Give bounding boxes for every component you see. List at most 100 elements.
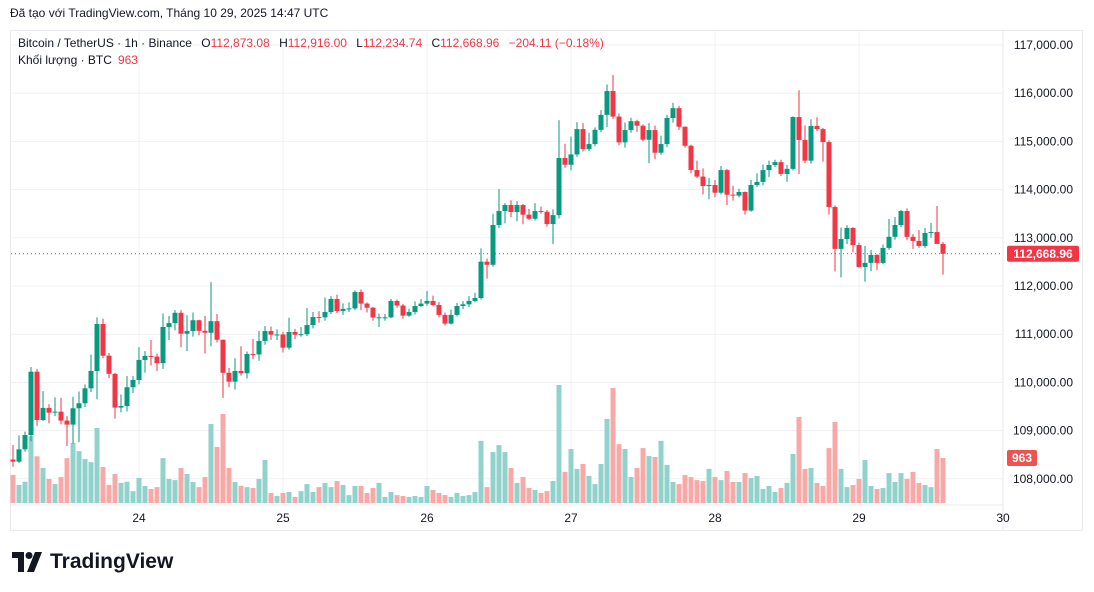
candle-body — [376, 317, 382, 319]
candle-body — [562, 158, 568, 165]
tradingview-logo-icon — [12, 552, 42, 572]
volume-bar — [616, 444, 622, 503]
candle-body — [28, 371, 34, 436]
volume-bar — [628, 477, 634, 503]
volume-bar — [346, 495, 352, 503]
candle-body — [82, 388, 88, 404]
candle-body — [874, 254, 880, 263]
volume-bar — [556, 385, 562, 503]
candle-body — [802, 139, 808, 161]
candle-body — [16, 449, 22, 462]
candle-body — [580, 129, 586, 150]
time-tick-label: 30 — [996, 511, 1010, 525]
volume-bar — [490, 452, 496, 503]
volume-bar — [382, 496, 388, 503]
volume-title[interactable]: Khối lượng · BTC — [18, 53, 112, 67]
volume-bar — [532, 489, 538, 503]
candle-body — [76, 403, 82, 409]
candle-body — [730, 194, 736, 196]
logo-text: TradingView — [50, 550, 174, 573]
volume-bar — [790, 453, 796, 503]
volume-bar — [334, 481, 340, 503]
volume-bar — [820, 485, 826, 503]
volume-bar — [394, 495, 400, 503]
time-tick-label: 28 — [708, 511, 722, 525]
candle-body — [484, 261, 490, 265]
volume-bar — [220, 413, 226, 503]
candle-body — [544, 211, 550, 225]
volume-bar — [694, 480, 700, 503]
candle-body — [934, 232, 940, 244]
symbol-title[interactable]: Bitcoin / TetherUS · 1h · Binance — [18, 36, 192, 50]
volume-bar — [268, 492, 274, 503]
candle-body — [244, 353, 250, 374]
candle-body — [718, 170, 724, 193]
volume-bar — [670, 481, 676, 503]
volume-bar — [838, 468, 844, 503]
volume-bar — [400, 495, 406, 503]
candle-body — [676, 108, 682, 127]
candle-body — [118, 406, 124, 408]
candle-body — [406, 312, 412, 316]
candle-body — [220, 339, 226, 373]
candle-body — [136, 359, 142, 380]
candle-body — [64, 420, 70, 425]
volume-bar — [130, 491, 136, 503]
candle-body — [916, 240, 922, 246]
candle-body — [418, 303, 424, 307]
candle-body — [904, 211, 910, 237]
volume-bar — [226, 467, 232, 503]
volume-bar — [484, 487, 490, 503]
volume-bar — [64, 458, 70, 503]
volume-bar — [136, 478, 142, 503]
candle-body — [688, 145, 694, 171]
volume-bar — [904, 478, 910, 503]
candle-body — [238, 370, 244, 374]
candle-body — [394, 300, 400, 306]
candle-body — [508, 205, 514, 213]
chart-frame — [10, 30, 1083, 531]
volume-bar — [910, 471, 916, 503]
volume-bar — [814, 482, 820, 503]
volume-bar — [922, 485, 928, 503]
candle-body — [400, 305, 406, 316]
candle-body — [928, 232, 934, 234]
candle-body — [100, 323, 106, 356]
candle-body — [274, 334, 280, 336]
candle-body — [526, 214, 532, 219]
volume-bar — [544, 491, 550, 503]
high-value: 112,916.00 — [287, 36, 347, 50]
candle-body — [316, 317, 322, 319]
volume-bar — [388, 492, 394, 503]
candle-body — [670, 108, 676, 119]
volume-bar — [652, 456, 658, 503]
volume-bar — [244, 487, 250, 503]
volume-bar — [280, 492, 286, 503]
volume-bar — [940, 458, 946, 503]
open-value: 112,873.08 — [210, 36, 270, 50]
volume-bar — [214, 446, 220, 503]
volume-bar — [718, 480, 724, 503]
volume-bar — [784, 482, 790, 503]
volume-bar — [154, 487, 160, 503]
high-label: H — [279, 36, 288, 50]
volume-bar — [52, 484, 58, 503]
volume-bar — [682, 474, 688, 503]
volume-bar — [574, 468, 580, 503]
time-tick-label: 25 — [276, 511, 290, 525]
symbol-legend-row: Bitcoin / TetherUS · 1h · Binance O112,8… — [18, 35, 604, 52]
candle-body — [568, 154, 574, 165]
volume-bar — [766, 485, 772, 503]
candle-body — [190, 320, 196, 332]
price-tick-label: 113,000.00 — [1014, 231, 1073, 245]
candle-body — [454, 306, 460, 315]
volume-bar — [592, 484, 598, 503]
volume-legend-row: Khối lượng · BTC 963 — [18, 52, 604, 69]
tradingview-logo[interactable]: TradingView — [12, 550, 173, 574]
volume-bar — [418, 496, 424, 503]
candle-body — [880, 247, 886, 263]
candle-body — [490, 225, 496, 265]
volume-bar — [772, 492, 778, 503]
candle-body — [796, 117, 802, 140]
